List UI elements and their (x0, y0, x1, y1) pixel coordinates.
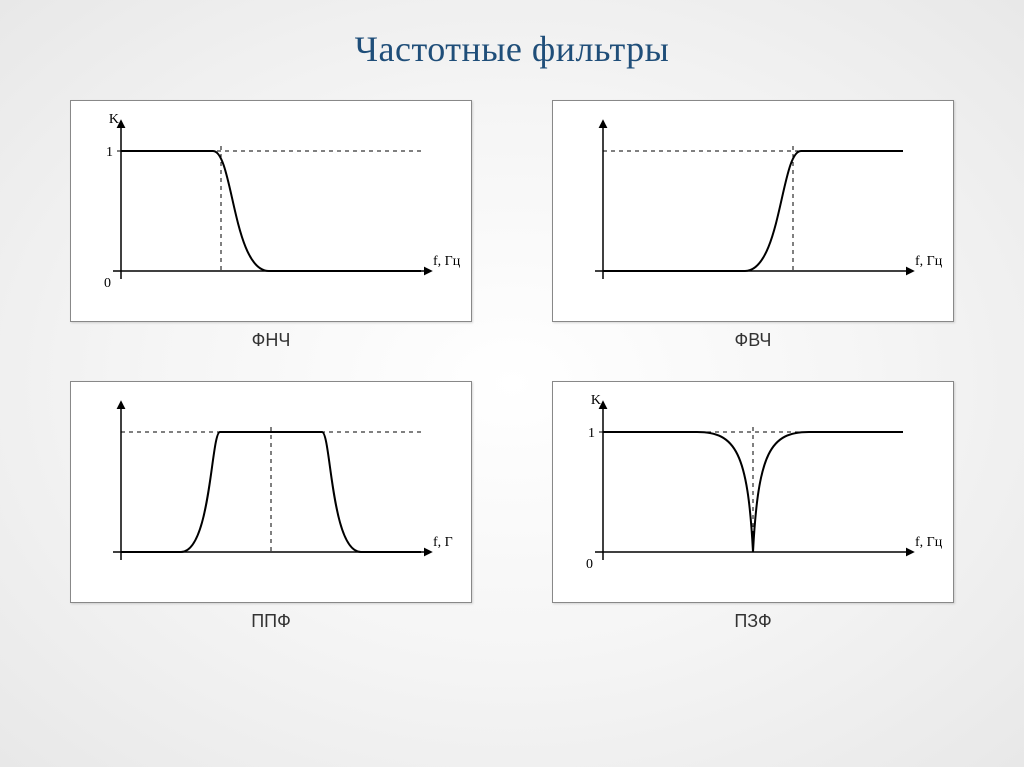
chart-bpf: f, Г (70, 381, 472, 603)
svg-text:1: 1 (106, 145, 113, 160)
svg-text:K: K (109, 112, 119, 127)
panel-lpf: K 1 0 f, Гц ФНЧ (60, 100, 482, 351)
panel-hpf: f, Гц ФВЧ (542, 100, 964, 351)
chart-lpf: K 1 0 f, Гц (70, 100, 472, 322)
svg-bsf: K 1 0 f, Гц (553, 382, 953, 602)
caption-hpf: ФВЧ (735, 330, 772, 351)
caption-bsf: ПЗФ (734, 611, 771, 632)
svg-bpf: f, Г (71, 382, 471, 602)
svg-lpf: K 1 0 f, Гц (71, 101, 471, 321)
svg-text:f, Гц: f, Гц (915, 535, 943, 550)
svg-text:f, Гц: f, Гц (433, 254, 461, 269)
svg-text:0: 0 (586, 557, 593, 572)
svg-text:f, Г: f, Г (433, 535, 453, 550)
page-title: Частотные фильтры (0, 0, 1024, 70)
svg-text:0: 0 (104, 276, 111, 291)
panel-bsf: K 1 0 f, Гц ПЗФ (542, 381, 964, 632)
chart-bsf: K 1 0 f, Гц (552, 381, 954, 603)
caption-lpf: ФНЧ (252, 330, 291, 351)
panel-bpf: f, Г ППФ (60, 381, 482, 632)
chart-grid: K 1 0 f, Гц ФНЧ f, Гц ФВЧ f, Г ППФ K 1 0 f, Гц… (0, 70, 1024, 662)
svg-text:f, Гц: f, Гц (915, 254, 943, 269)
chart-hpf: f, Гц (552, 100, 954, 322)
caption-bpf: ППФ (251, 611, 291, 632)
svg-text:K: K (591, 393, 601, 408)
svg-text:1: 1 (588, 426, 595, 441)
svg-hpf: f, Гц (553, 101, 953, 321)
